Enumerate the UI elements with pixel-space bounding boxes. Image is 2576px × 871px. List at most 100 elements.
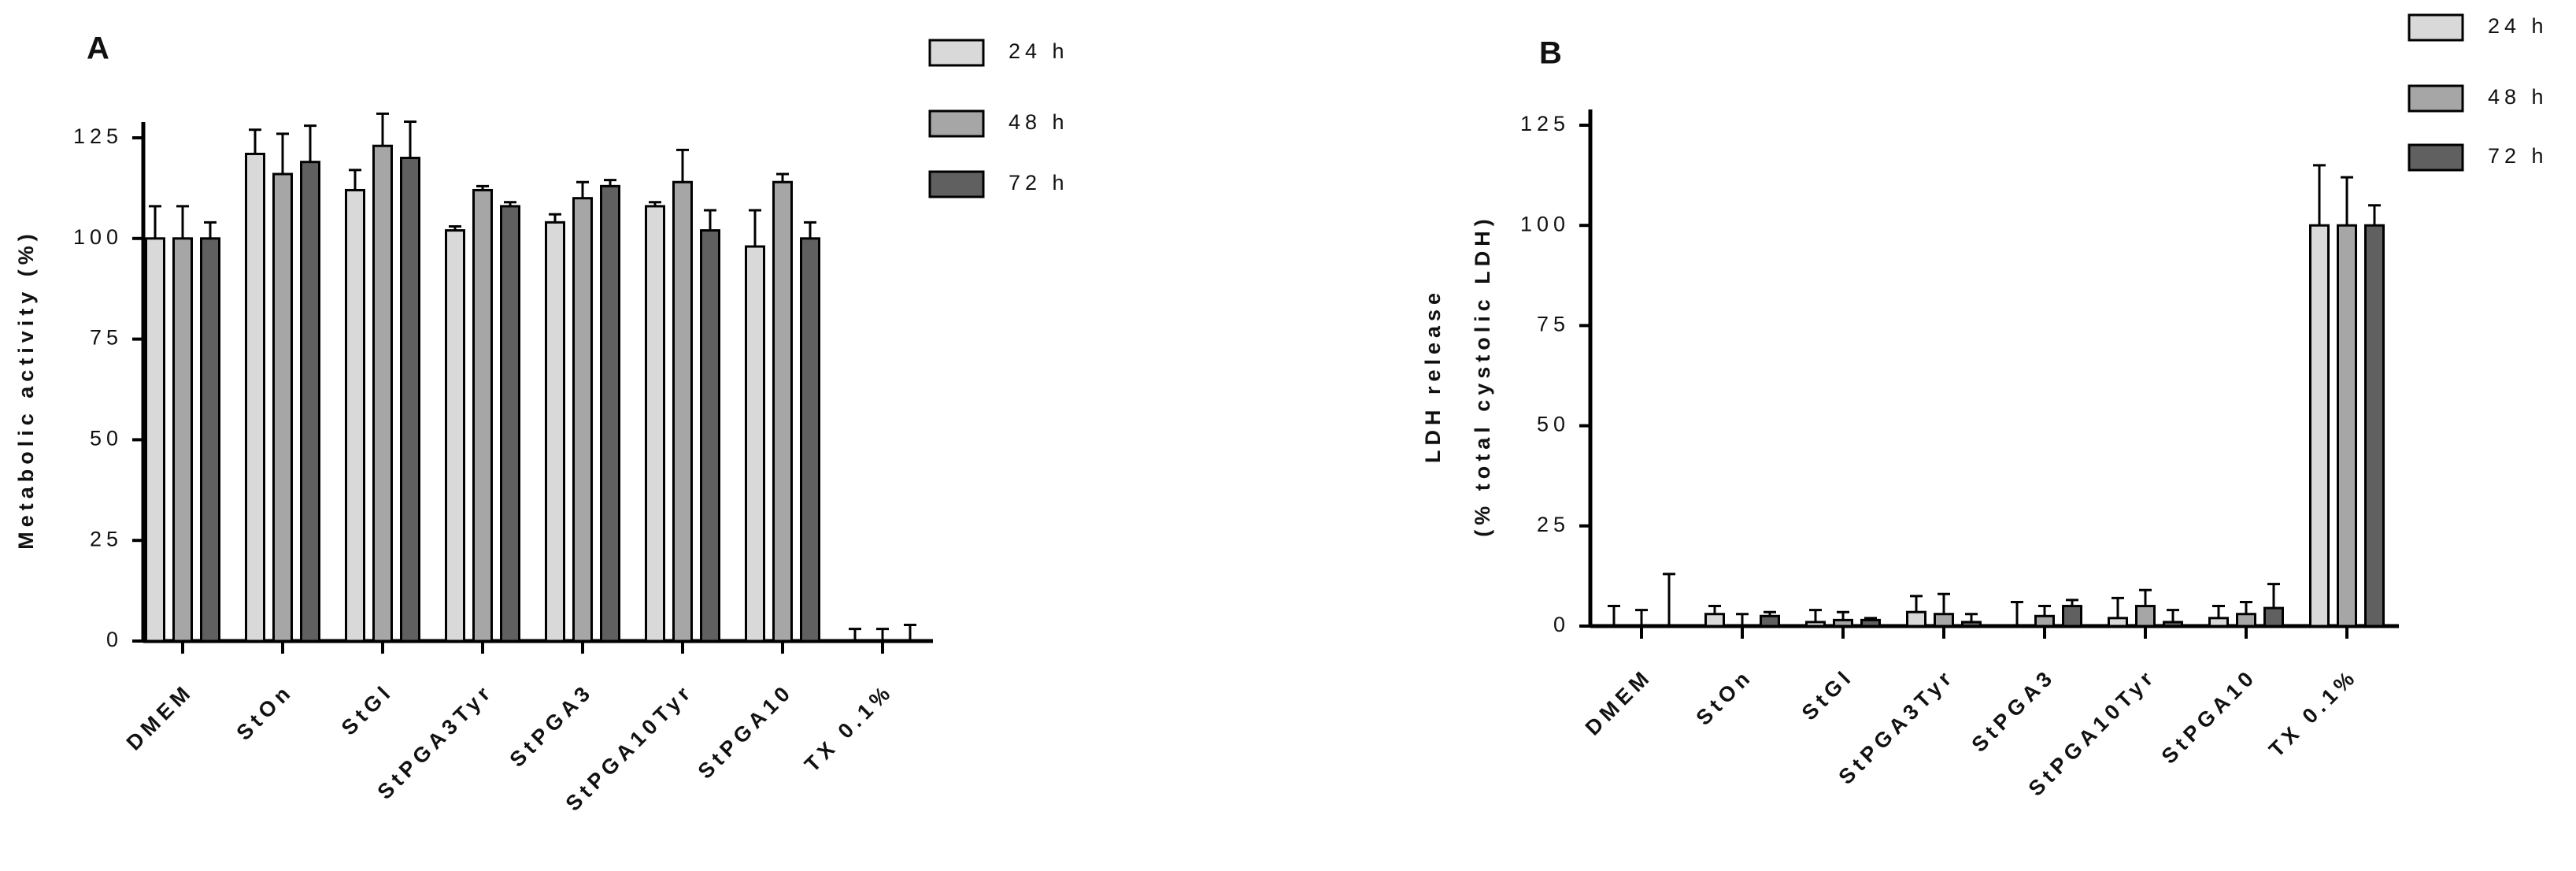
legend-label: 48 h — [2488, 85, 2548, 109]
bar — [2364, 224, 2385, 628]
error-bar — [349, 169, 361, 191]
bar — [2034, 614, 2055, 628]
bar — [372, 144, 393, 643]
x-tick-label: StOn — [1691, 664, 1757, 730]
legend-swatch — [928, 170, 985, 198]
error-bar — [1708, 605, 1721, 614]
error-bar — [1635, 609, 1648, 626]
error-bar — [876, 628, 889, 641]
bar — [1760, 614, 1780, 628]
error-bar — [849, 628, 861, 641]
error-bar — [1837, 610, 1849, 621]
bar — [2108, 617, 2128, 628]
legend-swatch — [2408, 84, 2464, 113]
bar — [772, 180, 793, 643]
bar — [1906, 610, 1926, 628]
error-bar — [449, 224, 461, 231]
bar — [545, 221, 565, 643]
x-tick-label: StGl — [337, 679, 398, 739]
bar — [2263, 606, 2284, 628]
bar — [1961, 621, 1982, 628]
error-bar — [204, 221, 217, 239]
error-bar — [1663, 573, 1675, 626]
bar — [1860, 618, 1881, 628]
y-axis-label: LDH release — [1421, 288, 1445, 463]
error-bar — [1965, 613, 1978, 622]
bar — [600, 184, 620, 643]
y-tick-label: 0 — [1553, 613, 1570, 636]
bar — [472, 188, 493, 643]
error-bar — [2112, 596, 2124, 618]
error-bar — [576, 180, 589, 198]
error-bar — [676, 148, 689, 183]
error-bar — [549, 213, 561, 223]
error-bar — [1736, 613, 1749, 626]
y-tick-label: 125 — [1520, 112, 1570, 135]
y-tick-label: 75 — [1537, 313, 1570, 336]
bar — [645, 205, 665, 643]
x-tick-label: DMEM — [1581, 664, 1657, 740]
error-bar — [2139, 588, 2152, 606]
error-bar — [376, 112, 389, 146]
x-tick-label: StPGA10 — [2157, 664, 2262, 769]
bar — [2337, 224, 2357, 628]
legend-swatch — [2408, 13, 2464, 42]
x-tick-label: StPGA10 — [694, 679, 798, 784]
bar — [500, 205, 520, 643]
error-bar — [1910, 595, 1923, 613]
bar — [345, 188, 365, 643]
error-bar — [776, 172, 789, 183]
legend-label: 48 h — [1009, 110, 1069, 134]
y-tick-label: 100 — [1520, 212, 1570, 235]
error-bar — [1809, 609, 1822, 622]
error-bar — [2066, 599, 2078, 606]
bar — [572, 197, 593, 643]
x-tick-label: TX 0.1% — [800, 679, 898, 776]
y-tick-label: 50 — [90, 427, 123, 450]
y-tick-label: 50 — [1537, 413, 1570, 436]
y-tick-label: 25 — [1537, 513, 1570, 536]
bar — [1934, 613, 1954, 628]
bar — [2135, 605, 2156, 628]
bar — [172, 237, 193, 643]
error-bar — [1938, 592, 1950, 614]
error-bar — [649, 201, 661, 206]
legend-swatch — [2408, 143, 2464, 172]
error-bar — [276, 132, 289, 175]
legend-label: 24 h — [2488, 14, 2548, 38]
bar — [445, 229, 465, 643]
error-bar — [1864, 617, 1877, 621]
y-tick-label: 25 — [90, 527, 123, 550]
error-bar — [604, 179, 616, 187]
bar — [2163, 621, 2183, 628]
bar — [800, 237, 820, 643]
error-bar — [404, 120, 416, 158]
y-axis-label: (% total cystolic LDH) — [1471, 214, 1494, 537]
bar — [2062, 605, 2082, 628]
bar — [2236, 613, 2256, 628]
error-bar — [1764, 610, 1776, 617]
y-axis-label: Metabolic activity (%) — [14, 229, 38, 550]
error-bar — [704, 209, 716, 231]
legend-label: 72 h — [1009, 171, 1069, 195]
bar — [700, 229, 720, 643]
chart-title: B — [1539, 36, 1562, 71]
legend-swatch — [928, 39, 985, 67]
error-bar — [1608, 605, 1620, 626]
bar — [400, 157, 420, 643]
bar — [245, 152, 265, 643]
x-tick-label: StPGA3 — [1967, 664, 2060, 757]
error-bar — [2038, 605, 2051, 617]
legend-label: 24 h — [1009, 39, 1069, 63]
bar — [672, 180, 693, 643]
y-tick-label: 75 — [90, 326, 123, 350]
bar — [272, 172, 293, 643]
error-bar — [749, 209, 761, 247]
bar — [1833, 618, 1853, 628]
chart-title: A — [87, 32, 109, 66]
y-tick-label: 125 — [73, 124, 123, 148]
bar — [1805, 621, 1826, 628]
bar — [2208, 617, 2229, 628]
x-tick-label: StPGA3 — [505, 679, 598, 772]
